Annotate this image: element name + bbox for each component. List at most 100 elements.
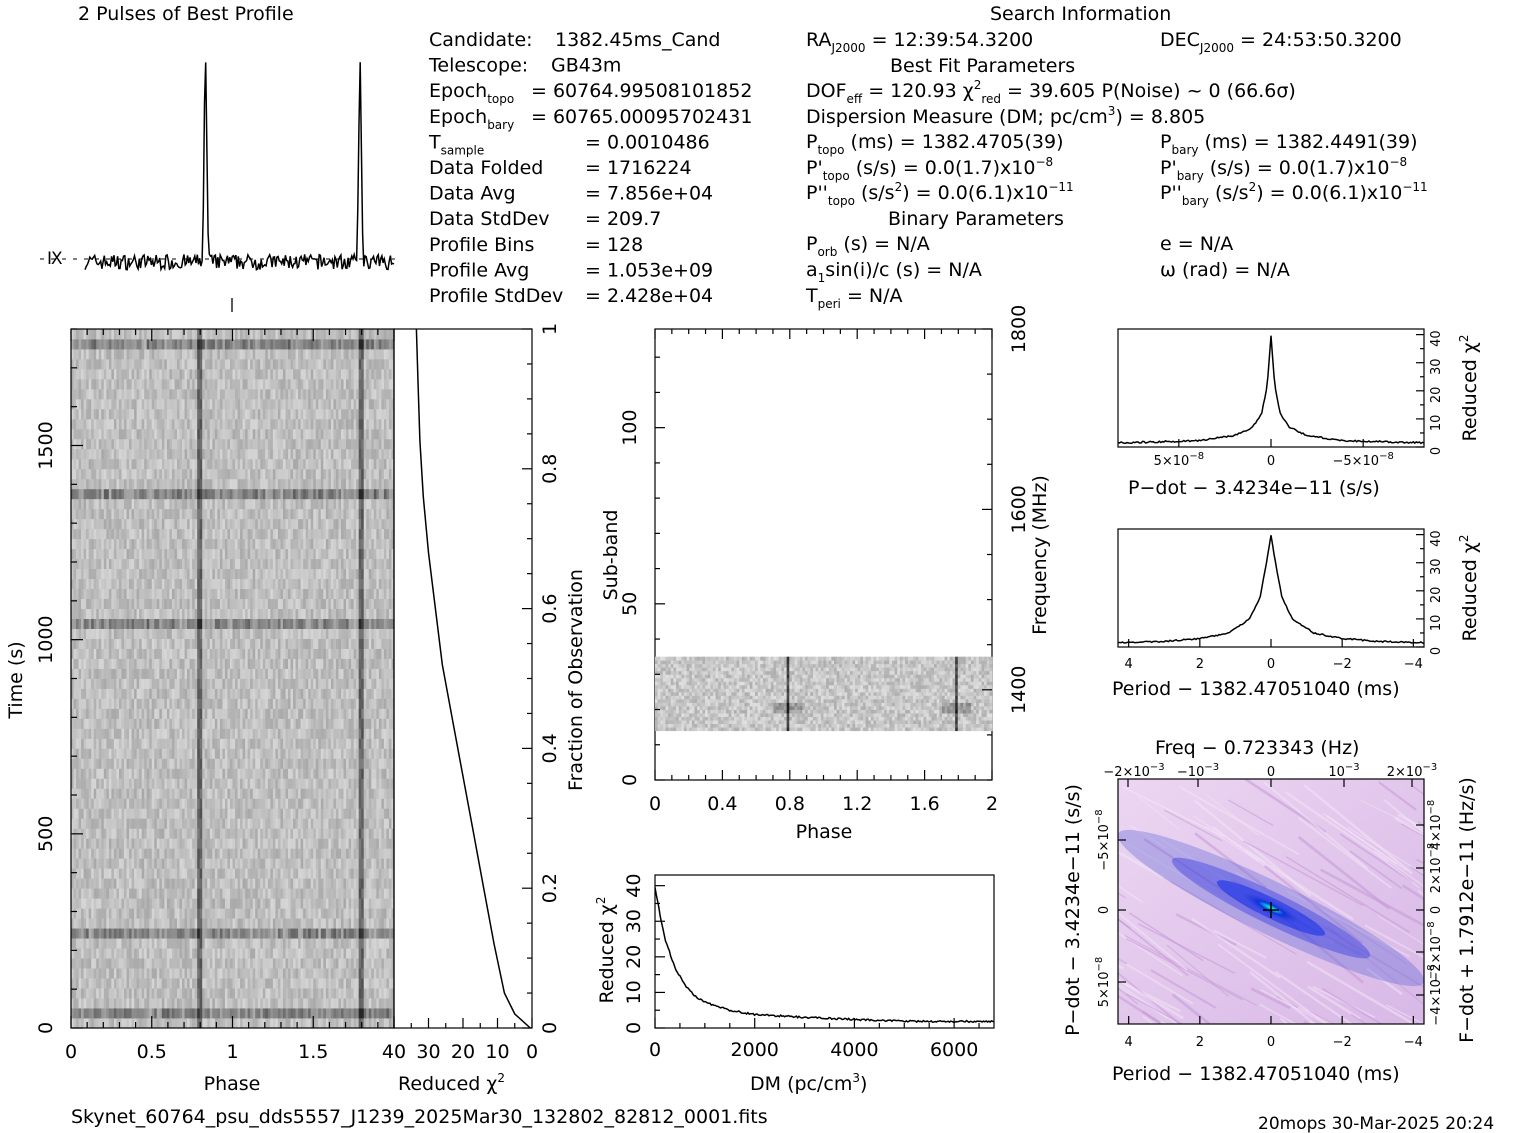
heat-cell [187,958,190,969]
heat-cell [328,728,332,739]
heat-cell [149,648,153,659]
heat-cell [86,668,90,679]
heat-cell [149,748,153,759]
heat-cell [139,658,143,669]
heat-cell [285,748,289,759]
heat-cell [204,848,208,859]
heat-cell [164,948,168,959]
heat-cell [199,978,203,989]
heat-cell [192,948,196,959]
heat-cell [305,988,309,999]
heat-cell [106,738,110,749]
heat-cell [240,1008,243,1019]
heat-cell [176,938,180,949]
heat-cell [383,738,387,749]
heat-cell [192,638,196,649]
heat-cell [81,798,85,809]
heat-cell [227,848,231,859]
heat-cell [383,898,387,909]
heat-cell [295,668,299,679]
heat-cell [123,708,127,719]
heat-cell [325,718,329,729]
heat-cell [272,948,276,959]
heat-cell [235,988,238,999]
heat-cell [116,698,120,709]
heat-cell [219,808,223,819]
heat-cell [313,888,317,899]
heat-cell [76,948,79,959]
heat-cell [222,818,226,829]
heat-cell [174,848,178,859]
heat-cell [313,938,317,949]
heat-cell [328,758,332,769]
heat-cell [363,828,367,839]
heat-cell [288,808,291,819]
heat-cell [129,968,132,979]
heat-cell [267,848,271,859]
heat-cell [368,808,372,819]
heat-cell [335,838,339,849]
heat-cell [111,938,115,949]
heat-cell [197,1008,201,1019]
heat-cell [323,678,327,689]
heat-cell [209,638,213,649]
heat-cell [353,768,357,779]
heat-cell [391,858,395,869]
heat-cell [176,638,180,649]
heat-cell [383,908,387,919]
heat-cell [141,968,145,979]
heat-cell [169,708,173,719]
heat-cell [323,1018,327,1029]
heat-cell [134,778,138,789]
heat-cell [182,668,185,679]
heat-cell [275,838,279,849]
heat-cell [111,748,115,759]
heat-cell [164,818,168,829]
heat-cell [86,908,90,919]
heat-cell [373,698,377,709]
heat-cell [93,748,97,759]
heat-cell [106,878,110,889]
heat-cell [293,778,296,789]
heat-cell [83,948,87,959]
heat-cell [242,768,246,779]
heat-cell [207,888,211,899]
heat-cell [325,898,329,909]
heat-cell [154,718,158,729]
heat-cell [78,768,82,779]
heat-cell [341,728,344,739]
heat-cell [371,758,375,769]
heat-cell [189,648,193,659]
heat-cell [146,808,150,819]
heat-cell [298,978,302,989]
heat-cell [252,998,256,1009]
heat-cell [346,888,349,899]
heat-cell [83,818,87,829]
heat-cell [116,898,120,909]
heat-cell [343,858,347,869]
heat-cell [222,998,226,1009]
heat-cell [242,668,246,679]
heat-cell [277,688,281,699]
heat-cell [346,838,349,849]
heat-cell [381,968,385,979]
heat-cell [212,998,216,1009]
heat-cell [113,648,117,659]
heat-cell [159,938,163,949]
heat-cell [343,688,347,699]
heat-cell [267,668,271,679]
heat-cell [156,778,160,789]
heat-cell [250,708,254,719]
heat-cell [121,928,125,939]
heat-cell [275,748,279,759]
heat-cell [192,688,196,699]
heat-cell [282,818,286,829]
heat-cell [202,688,206,699]
heat-cell [232,858,236,869]
heat-cell [86,958,90,969]
heat-cell [161,718,165,729]
heat-cell [303,648,307,659]
heat-cell [71,988,74,999]
heat-cell [265,698,269,709]
heat-cell [245,1008,249,1019]
